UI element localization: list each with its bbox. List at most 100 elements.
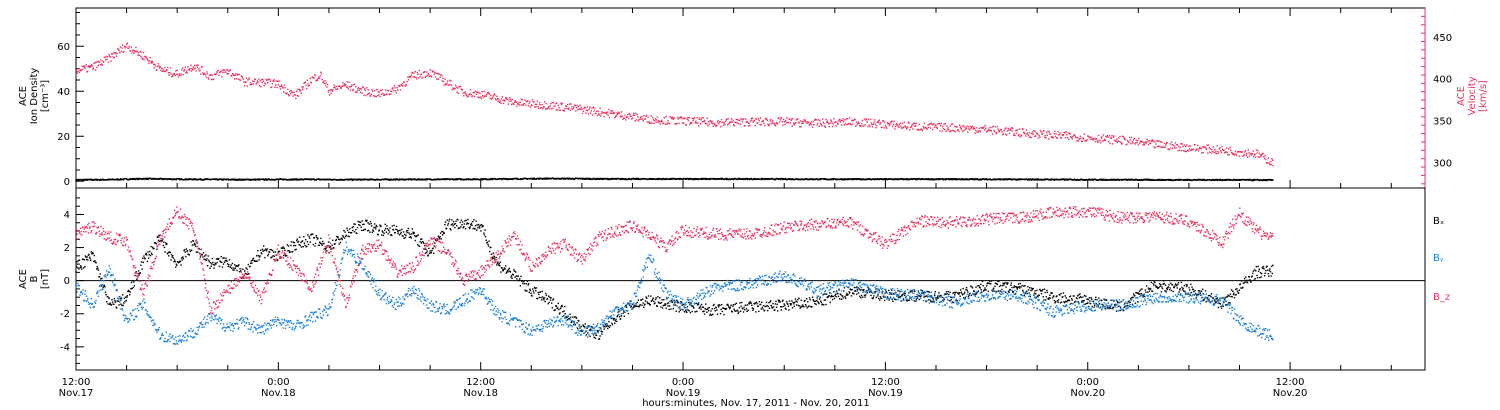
bx-series-point <box>167 251 169 254</box>
velocity-series-point <box>457 87 459 89</box>
velocity-series-point <box>690 121 692 124</box>
density-series-point <box>459 179 462 181</box>
velocity-series-point <box>1267 157 1270 159</box>
density-series-point <box>704 178 706 181</box>
velocity-series-point <box>1218 148 1220 150</box>
bx-series-point <box>277 259 279 261</box>
bx-series-point <box>175 266 177 268</box>
velocity-series-point <box>446 80 449 82</box>
density-series-point <box>1100 178 1102 180</box>
velocity-series-point <box>258 78 260 80</box>
velocity-series-point <box>552 107 554 109</box>
velocity-series-point <box>874 123 876 125</box>
bx-series-point <box>130 287 132 290</box>
density-series-point <box>119 179 121 181</box>
bx-series-point <box>477 227 479 229</box>
density-series-point <box>133 177 135 180</box>
velocity-series-point <box>917 129 920 131</box>
velocity-series-point <box>1219 147 1221 149</box>
bx-series-point <box>476 229 478 231</box>
bx-series-point <box>161 240 163 242</box>
velocity-series-point <box>91 65 93 67</box>
density-series-point <box>630 178 633 181</box>
density-series-point <box>764 178 766 181</box>
velocity-series-point <box>245 77 248 79</box>
velocity-series-point <box>651 122 653 124</box>
velocity-series-point <box>398 84 400 87</box>
density-series-point <box>310 179 312 181</box>
density-series-point <box>281 178 284 180</box>
velocity-series-point <box>625 119 627 121</box>
velocity-series-point <box>214 74 217 76</box>
bx-series-point <box>512 274 514 276</box>
velocity-series-point <box>692 119 694 122</box>
bx-series-point <box>368 229 370 232</box>
bx-series-point <box>471 221 474 223</box>
velocity-series-point <box>565 105 568 107</box>
velocity-series-point <box>1137 144 1139 146</box>
density-series-point <box>979 179 981 181</box>
density-series-point <box>701 178 703 181</box>
density-series-point <box>725 178 728 181</box>
b-tick-label: 4 <box>64 210 70 221</box>
velocity-series-point <box>947 127 949 129</box>
bx-series-point <box>318 244 320 246</box>
bx-series-point <box>141 268 143 270</box>
density-series-point <box>545 177 548 179</box>
velocity-series-point <box>424 76 427 78</box>
velocity-series-point <box>123 45 126 48</box>
velocity-series-point <box>349 86 351 88</box>
bx-series-point <box>170 254 173 256</box>
velocity-series-point <box>384 94 386 96</box>
velocity-series-point <box>832 123 835 125</box>
velocity-series-point <box>810 121 812 123</box>
velocity-series-point <box>413 72 415 74</box>
velocity-series-point <box>1108 140 1110 143</box>
velocity-series-point <box>243 81 245 83</box>
velocity-series-point <box>77 70 79 72</box>
velocity-series-point <box>588 108 590 110</box>
velocity-series-point <box>133 52 135 54</box>
velocity-series-point <box>144 55 147 57</box>
velocity-series-point <box>967 126 970 128</box>
bx-series-point <box>178 261 180 263</box>
velocity-series-point <box>172 74 174 76</box>
bx-series-point <box>257 255 260 257</box>
velocity-series-point <box>864 124 866 126</box>
bx-series-point <box>269 248 271 251</box>
velocity-series-point <box>288 95 290 97</box>
bx-series-point <box>403 237 405 239</box>
density-series-point <box>843 179 846 181</box>
velocity-series-point <box>872 123 874 125</box>
velocity-series-point <box>1050 133 1052 135</box>
velocity-series-point <box>745 118 747 120</box>
bx-series-point <box>135 271 137 273</box>
velocity-series-point <box>797 118 799 120</box>
bx-series-point <box>281 247 284 249</box>
bx-series-point <box>86 256 88 258</box>
density-series-point <box>956 178 958 180</box>
velocity-series-point <box>318 77 321 79</box>
velocity-series-point <box>1234 150 1237 153</box>
velocity-series-point <box>245 81 247 83</box>
velocity-series-point <box>815 119 818 121</box>
velocity-series-point <box>677 118 679 120</box>
velocity-series-point <box>107 55 109 58</box>
velocity-series-point <box>215 73 217 75</box>
velocity-series-point <box>1163 142 1166 145</box>
density-series-point <box>1272 179 1274 181</box>
velocity-series-point <box>272 80 275 82</box>
velocity-series-point <box>241 76 244 79</box>
velocity-series-point <box>1246 152 1248 155</box>
bx-series-point <box>395 228 397 230</box>
velocity-series-point <box>412 76 414 78</box>
velocity-series-point <box>880 122 882 124</box>
bx-series-point <box>529 289 532 292</box>
bx-series-point <box>313 237 316 239</box>
bx-series-point <box>150 252 153 254</box>
velocity-series-point <box>795 122 797 124</box>
velocity-series-point <box>344 84 346 87</box>
velocity-series-point <box>367 89 369 91</box>
velocity-series-point <box>764 124 766 127</box>
velocity-series-point <box>741 121 744 123</box>
